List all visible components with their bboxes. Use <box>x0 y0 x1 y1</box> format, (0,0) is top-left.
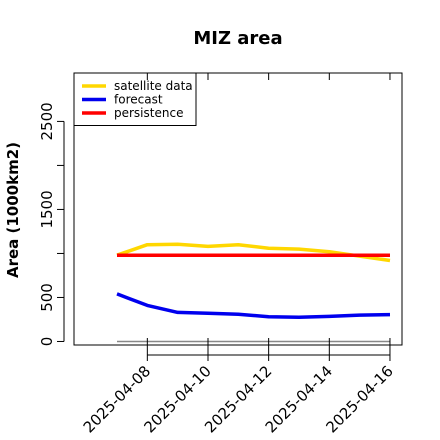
y-tick-label: 1500 <box>38 190 56 228</box>
series-line-satellite-data <box>116 242 391 263</box>
plot-area <box>116 242 391 343</box>
series-line-forecast <box>116 292 391 320</box>
plot-frame <box>73 72 403 346</box>
y-tick-label: 500 <box>38 283 56 312</box>
legend-label-forecast: forecast <box>114 93 163 107</box>
chart-title: MIZ area <box>193 28 282 49</box>
legend-label-persistence: persistence <box>114 106 183 120</box>
y-tick-label: 2500 <box>38 102 56 140</box>
y-tick-label: 0 <box>38 337 56 347</box>
y-axis-label: Area (1000km2) <box>4 142 22 278</box>
legend-label-satellite-data: satellite data <box>114 79 193 93</box>
